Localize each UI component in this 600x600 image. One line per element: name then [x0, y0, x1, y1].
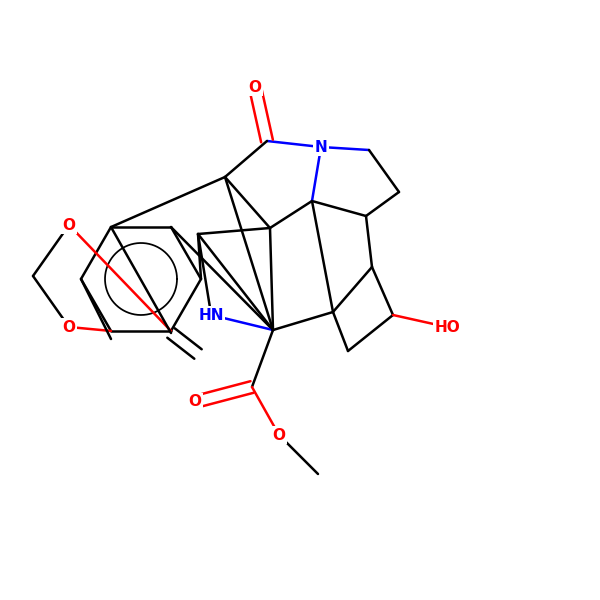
Text: HN: HN [199, 307, 224, 323]
Text: O: O [272, 427, 286, 443]
Text: O: O [248, 79, 262, 94]
Text: O: O [188, 395, 202, 409]
Text: N: N [314, 139, 328, 154]
Text: HO: HO [434, 319, 460, 335]
Text: O: O [62, 319, 76, 335]
Text: O: O [62, 217, 76, 232]
